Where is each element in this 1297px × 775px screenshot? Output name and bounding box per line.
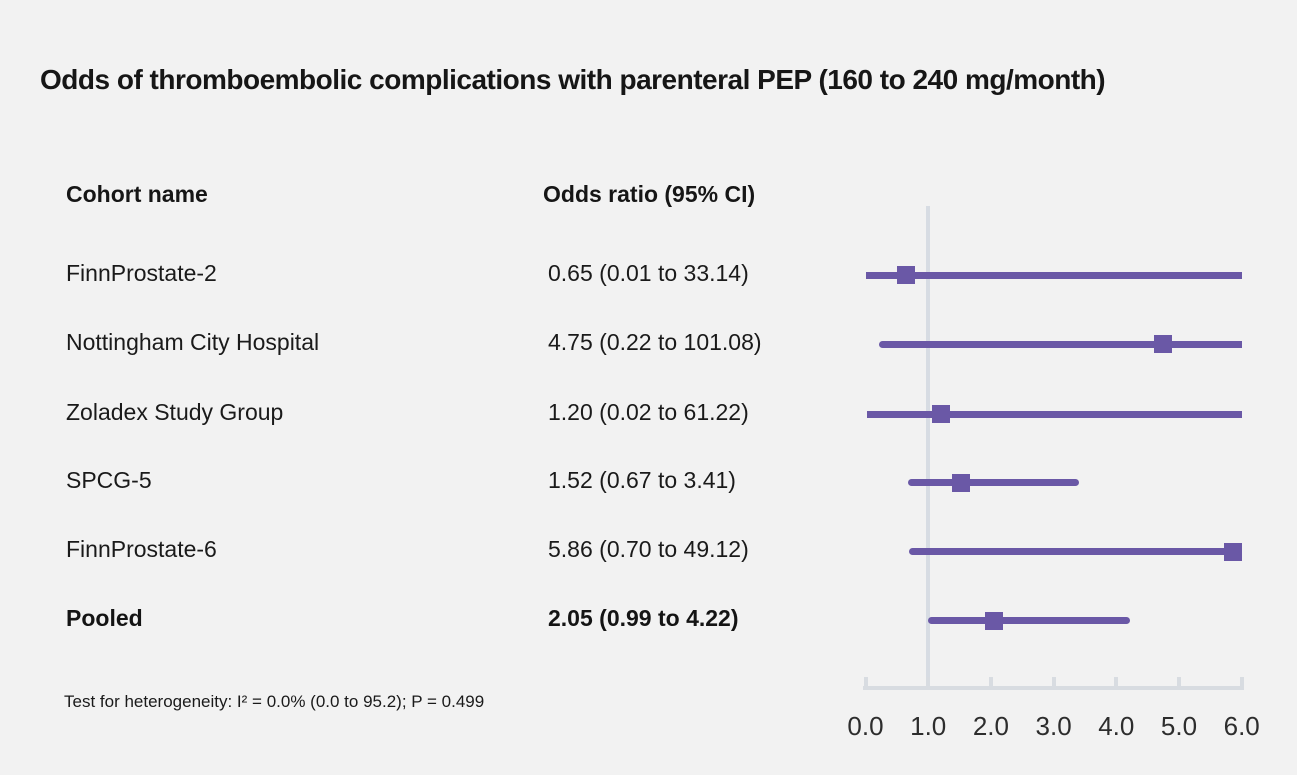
x-axis-tick [926,677,931,690]
cohort-name: SPCG-5 [66,467,152,493]
x-axis-tick-label: 6.0 [1223,711,1260,741]
odds-ratio-value: 4.75 (0.22 to 101.08) [548,329,762,355]
x-axis-tick [1051,677,1056,690]
x-axis-tick-label: 2.0 [972,711,1009,741]
x-axis-tick [863,677,868,690]
x-axis-tick-label: 1.0 [910,711,947,741]
odds-ratio-marker [985,611,1004,630]
x-axis-tick [988,677,993,690]
table-row: SPCG-5 1.52 (0.67 to 3.41) [0,467,860,497]
confidence-interval-line [907,479,1080,486]
x-axis-tick-label: 3.0 [1035,711,1072,741]
table-row-pooled: Pooled 2.05 (0.99 to 4.22) [0,605,860,635]
cohort-name: FinnProstate-6 [66,536,217,562]
x-axis-tick [1177,677,1181,690]
confidence-interval-line [866,271,1242,279]
x-axis-tick-label: 5.0 [1160,711,1198,741]
cohort-name: Zoladex Study Group [66,399,284,425]
odds-ratio-column-header: Odds ratio (95% CI) [543,181,756,207]
cohort-name: Pooled [66,605,143,631]
table-row: Nottingham City Hospital 4.75 (0.22 to 1… [0,329,860,359]
reference-line [926,206,931,690]
odds-ratio-marker [1223,542,1242,561]
x-axis-tick-label: 4.0 [1098,711,1135,741]
odds-ratio-marker [897,266,916,284]
odds-ratio-value: 5.86 (0.70 to 49.12) [548,536,749,562]
confidence-interval-line [927,617,1131,624]
confidence-interval-line [866,410,1242,418]
x-axis-tick [1239,677,1244,690]
odds-ratio-marker [1154,335,1173,353]
cohort-name: Nottingham City Hospital [66,329,320,355]
odds-ratio-value: 1.52 (0.67 to 3.41) [548,467,736,493]
figure-title: Odds of thromboembolic complications wit… [40,64,1106,95]
x-axis-tick [1114,677,1119,690]
table-row: FinnProstate-2 0.65 (0.01 to 33.14) [0,260,860,290]
confidence-interval-line [909,548,1242,555]
odds-ratio-value: 1.20 (0.02 to 61.22) [548,399,749,425]
table-row: Zoladex Study Group 1.20 (0.02 to 61.22) [0,399,860,429]
cohort-name-column-header: Cohort name [66,181,208,207]
x-axis-tick-label: 0.0 [847,711,884,741]
odds-ratio-marker [951,473,970,492]
heterogeneity-footnote: Test for heterogeneity: I² = 0.0% (0.0 t… [64,692,485,711]
odds-ratio-value: 0.65 (0.01 to 33.14) [548,260,749,286]
odds-ratio-value: 2.05 (0.99 to 4.22) [548,605,739,631]
confidence-interval-line [879,340,1242,348]
table-row: FinnProstate-6 5.86 (0.70 to 49.12) [0,536,860,566]
cohort-name: FinnProstate-2 [66,260,217,286]
odds-ratio-marker [931,405,950,423]
